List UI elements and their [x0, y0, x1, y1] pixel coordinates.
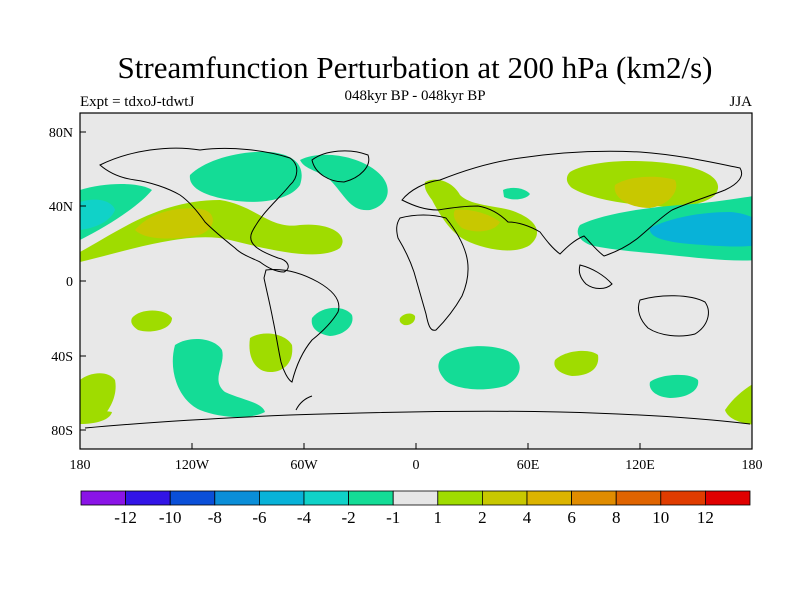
lon-label: 180	[742, 458, 763, 473]
south-pacific-positive	[131, 310, 172, 332]
southwest-pacific-positive	[725, 384, 752, 425]
colorbar-label: 12	[697, 508, 714, 527]
colorbar-swatch	[80, 490, 126, 506]
lon-label: 60E	[517, 458, 540, 473]
middle-east-positive	[453, 209, 500, 232]
colorbar-label: -2	[342, 508, 356, 527]
lat-label: 0	[66, 275, 73, 290]
colorbar-label: 4	[523, 508, 532, 527]
colorbar-label: 8	[612, 508, 621, 527]
lat-label: 80S	[51, 424, 73, 439]
n-pacific-negative	[80, 184, 152, 240]
map-title: Streamfunction Perturbation at 200 hPa (…	[117, 50, 713, 85]
southern-ocean-negative	[649, 374, 699, 398]
lon-label: 0	[413, 458, 420, 473]
colorbar-swatch	[571, 490, 617, 506]
colorbar-label: 10	[652, 508, 669, 527]
coastlines	[84, 147, 751, 429]
lat-label: 40S	[51, 350, 73, 365]
colorbar-swatch	[705, 490, 751, 506]
colorbar-swatch	[348, 490, 394, 506]
southeast-pacific-positive	[80, 373, 116, 420]
lat-label: 40N	[49, 200, 73, 215]
west-pacific-negative	[649, 212, 752, 247]
colorbar-swatch	[392, 490, 439, 506]
lat-label: 80N	[49, 126, 73, 141]
south-indian-positive	[554, 350, 599, 376]
n-pacific-core-positive	[135, 208, 213, 239]
colorbar-label: -10	[159, 508, 182, 527]
lon-label: 120W	[175, 458, 210, 473]
n-pacific-aleutian-positive	[80, 200, 343, 262]
colorbar-swatch	[660, 490, 706, 506]
south-pacific-negative	[172, 338, 265, 418]
experiment-label: Expt = tdxoJ-tdwtJ	[80, 94, 195, 110]
colorbar-swatch	[615, 490, 662, 506]
map-subtitle: 048kyr BP - 048kyr BP	[344, 88, 486, 104]
north-america-negative	[189, 151, 302, 202]
longitude-labels: 180 120W 60W 0 60E 120E 180	[70, 458, 763, 473]
colorbar-label: -12	[114, 508, 137, 527]
colorbar-swatch	[125, 490, 171, 506]
colorbar-label: 1	[434, 508, 443, 527]
colorbar-swatch	[437, 490, 483, 506]
colorbar-swatch	[526, 490, 572, 506]
lon-label: 180	[70, 458, 91, 473]
south-atlantic-negative	[311, 307, 353, 336]
africa-positive	[399, 313, 416, 326]
season-label: JJA	[729, 94, 752, 110]
lon-label: 60W	[290, 458, 318, 473]
lon-label: 120E	[625, 458, 655, 473]
colorbar-swatch	[481, 490, 528, 506]
colorbar-label: -4	[297, 508, 312, 527]
caspian-negative	[503, 187, 530, 200]
colorbar-swatch	[258, 490, 305, 506]
colorbar-label: -1	[386, 508, 400, 527]
latitude-labels: 80N 40N 0 40S 80S	[49, 126, 73, 439]
colorbar-swatch	[214, 490, 260, 506]
colorbar-swatch	[303, 490, 349, 506]
south-indian-negative	[438, 346, 520, 390]
siberia-positive	[614, 176, 677, 208]
colorbar: -12 -10 -8 -6 -4 -2 -1 1 2 4 6 8 10 12	[80, 490, 751, 527]
colorbar-label: -6	[252, 508, 266, 527]
colorbar-label: 2	[478, 508, 487, 527]
colorbar-label: -8	[208, 508, 222, 527]
contour-fields	[80, 147, 752, 429]
colorbar-label: 6	[567, 508, 576, 527]
colorbar-swatch	[169, 490, 216, 506]
far-south-pacific-positive	[80, 411, 112, 424]
axis-ticks	[79, 131, 753, 449]
n-pacific-strong-negative	[80, 199, 115, 230]
